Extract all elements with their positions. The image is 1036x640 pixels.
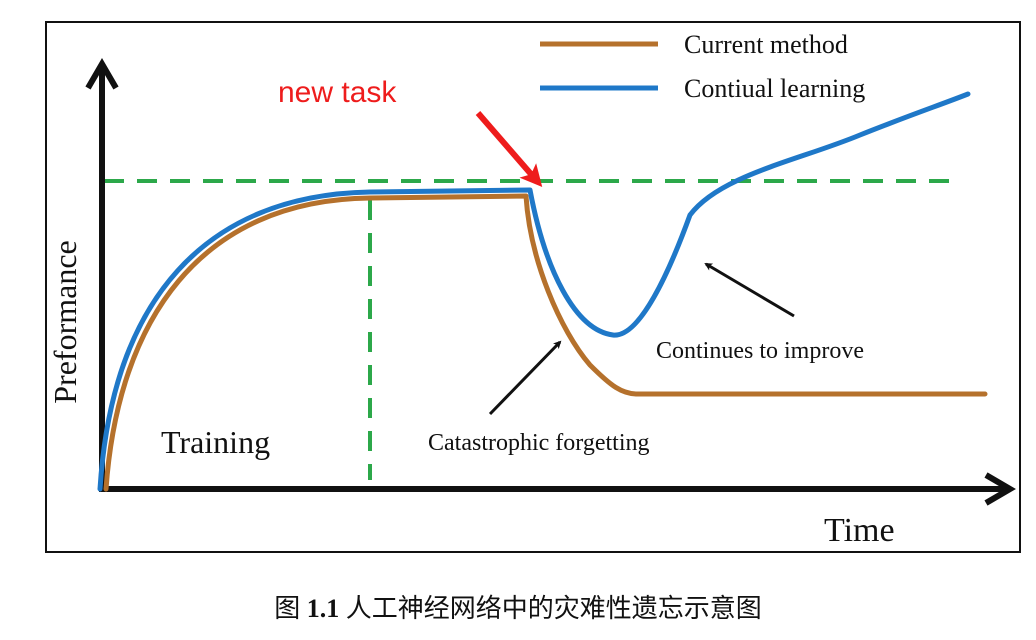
continual-learning-curve — [97, 91, 971, 492]
caption-text: 人工神经网络中的灾难性遗忘示意图 — [339, 594, 762, 623]
legend: Current method Contiual learning — [540, 30, 865, 103]
forgetting-arrow — [488, 340, 562, 416]
current-method-curve — [103, 193, 988, 492]
y-axis-label: Preformance — [47, 240, 83, 403]
new-task-label: new task — [278, 76, 397, 109]
improve-arrow — [704, 262, 795, 318]
y-axis-arrowhead — [85, 58, 119, 90]
x-axis-arrowhead — [984, 472, 1016, 506]
new-task-arrow — [475, 111, 543, 188]
caption-prefix: 图 — [274, 594, 307, 623]
legend-label-continual-learning: Contiual learning — [684, 74, 865, 103]
training-label: Training — [161, 424, 270, 460]
caption-number: 1.1 — [307, 594, 340, 623]
continues-to-improve-label: Continues to improve — [656, 338, 864, 364]
figure-caption: 图 1.1 人工神经网络中的灾难性遗忘示意图 — [274, 594, 762, 623]
legend-label-current-method: Current method — [684, 30, 848, 59]
x-axis-label: Time — [824, 512, 895, 549]
catastrophic-forgetting-label: Catastrophic forgetting — [428, 430, 650, 456]
figure-frame — [45, 21, 1021, 553]
